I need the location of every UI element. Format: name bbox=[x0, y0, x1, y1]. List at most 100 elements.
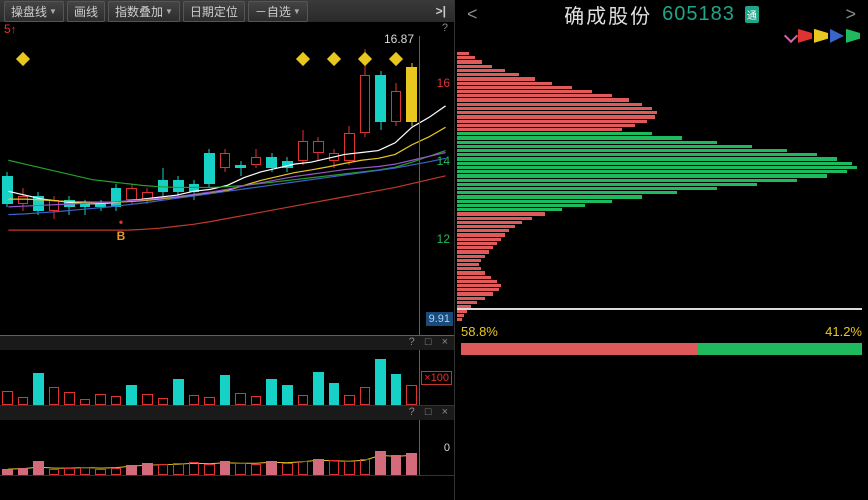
profile-row bbox=[457, 280, 497, 283]
help-icon[interactable]: ? bbox=[409, 406, 417, 418]
flag-yellow-icon[interactable] bbox=[814, 29, 828, 43]
volume-bar bbox=[220, 375, 231, 405]
macd-bar bbox=[95, 469, 106, 475]
flag-red-icon[interactable] bbox=[798, 29, 812, 43]
next-stock-icon[interactable]: > bbox=[837, 4, 864, 25]
profile-row bbox=[457, 86, 572, 89]
toolbar-button[interactable]: 日期定位 bbox=[183, 1, 245, 22]
prev-stock-icon[interactable]: < bbox=[459, 4, 486, 25]
volume-bar bbox=[375, 359, 386, 405]
profile-row bbox=[457, 166, 857, 169]
profile-row bbox=[457, 94, 612, 97]
current-price-label: 9.91 bbox=[426, 312, 453, 326]
profile-row bbox=[457, 297, 485, 300]
up-arrow-icon: ↑ bbox=[11, 24, 17, 36]
profile-row bbox=[457, 208, 562, 211]
volume-bar bbox=[360, 387, 371, 405]
profile-row bbox=[457, 195, 642, 198]
macd-bar bbox=[111, 468, 122, 475]
profile-row bbox=[457, 233, 505, 236]
diamond-marker bbox=[358, 52, 372, 66]
volume-bar bbox=[111, 396, 122, 405]
profile-row bbox=[457, 111, 657, 114]
profile-row bbox=[457, 69, 505, 72]
pct-left: 58.8% bbox=[461, 324, 498, 339]
macd-bar bbox=[80, 467, 91, 475]
indicator-arrow: 5 bbox=[4, 22, 11, 36]
profile-row bbox=[457, 90, 592, 93]
macd-panel[interactable]: ? □ × 0 bbox=[0, 406, 454, 476]
profile-row bbox=[457, 149, 787, 152]
profile-baseline bbox=[457, 308, 862, 310]
axis-tick: 12 bbox=[437, 232, 450, 246]
close-icon[interactable]: × bbox=[442, 336, 450, 348]
maximize-icon[interactable]: □ bbox=[425, 336, 434, 348]
profile-row bbox=[457, 250, 489, 253]
toolbar-button[interactable]: 操盘线▼ bbox=[4, 1, 64, 22]
profile-row bbox=[457, 183, 757, 186]
subpanel-header: ? □ × bbox=[0, 406, 454, 420]
profile-row bbox=[457, 128, 622, 131]
macd-bar bbox=[282, 463, 293, 475]
macd-bar bbox=[126, 465, 137, 475]
volume-bar bbox=[406, 385, 417, 405]
volume-bar bbox=[391, 374, 402, 405]
volume-bar bbox=[329, 383, 340, 405]
profile-row bbox=[457, 221, 522, 224]
profile-row bbox=[457, 145, 752, 148]
macd-bar bbox=[406, 453, 417, 475]
volume-panel[interactable]: ? □ × ×100 bbox=[0, 336, 454, 406]
profile-row bbox=[457, 284, 501, 287]
toolbar-button[interactable]: 指数叠加▼ bbox=[108, 1, 180, 22]
volume-bar bbox=[189, 395, 200, 405]
close-icon[interactable]: × bbox=[442, 406, 450, 418]
price-axis: 16141216.879.91 bbox=[419, 36, 454, 335]
volume-bar bbox=[64, 392, 75, 405]
volume-bar bbox=[158, 398, 169, 405]
volume-bar bbox=[95, 394, 106, 405]
help-icon[interactable]: ? bbox=[442, 22, 448, 34]
macd-bar bbox=[251, 464, 262, 475]
pencil-icon[interactable] bbox=[784, 29, 798, 43]
volume-bar bbox=[282, 385, 293, 405]
stock-code[interactable]: 605183 bbox=[662, 3, 735, 26]
profile-row bbox=[457, 157, 837, 160]
volume-bar bbox=[80, 399, 91, 405]
profile-row bbox=[457, 301, 477, 304]
ratio-green-segment bbox=[697, 343, 862, 355]
volume-bar bbox=[33, 373, 44, 405]
profile-row bbox=[457, 255, 485, 258]
volume-bar bbox=[344, 395, 355, 405]
profile-row bbox=[457, 187, 717, 190]
volume-profile[interactable] bbox=[455, 52, 868, 322]
profile-row bbox=[457, 263, 479, 266]
profile-row bbox=[457, 162, 852, 165]
macd-bar bbox=[142, 463, 153, 475]
flag-green-icon[interactable] bbox=[846, 29, 860, 43]
macd-bar bbox=[2, 469, 13, 475]
volume-bar bbox=[266, 379, 277, 405]
toolbar-collapse-icon[interactable]: >| bbox=[432, 4, 450, 18]
axis-tick: 14 bbox=[437, 154, 450, 168]
help-icon[interactable]: ? bbox=[409, 336, 417, 348]
main-chart[interactable]: •B 16141216.879.91 bbox=[0, 36, 454, 336]
profile-row bbox=[457, 267, 481, 270]
play-blue-icon[interactable] bbox=[830, 29, 844, 43]
profile-row bbox=[457, 238, 501, 241]
volume-bar bbox=[235, 393, 246, 405]
zero-label: 0 bbox=[442, 442, 452, 454]
macd-bar bbox=[189, 462, 200, 475]
profile-row bbox=[457, 107, 652, 110]
volume-bar bbox=[142, 394, 153, 405]
macd-bar bbox=[220, 461, 231, 475]
toolbar-button[interactable]: 画线 bbox=[67, 1, 105, 22]
macd-bar bbox=[49, 469, 60, 475]
volume-bar bbox=[251, 396, 262, 405]
profile-row bbox=[457, 73, 519, 76]
profile-row bbox=[457, 259, 481, 262]
profile-row bbox=[457, 276, 491, 279]
maximize-icon[interactable]: □ bbox=[425, 406, 434, 418]
profile-row bbox=[457, 271, 485, 274]
toolbar-button[interactable]: －自选▼ bbox=[248, 1, 308, 22]
stock-header: < 确成股份 605183 通 > bbox=[455, 0, 868, 28]
